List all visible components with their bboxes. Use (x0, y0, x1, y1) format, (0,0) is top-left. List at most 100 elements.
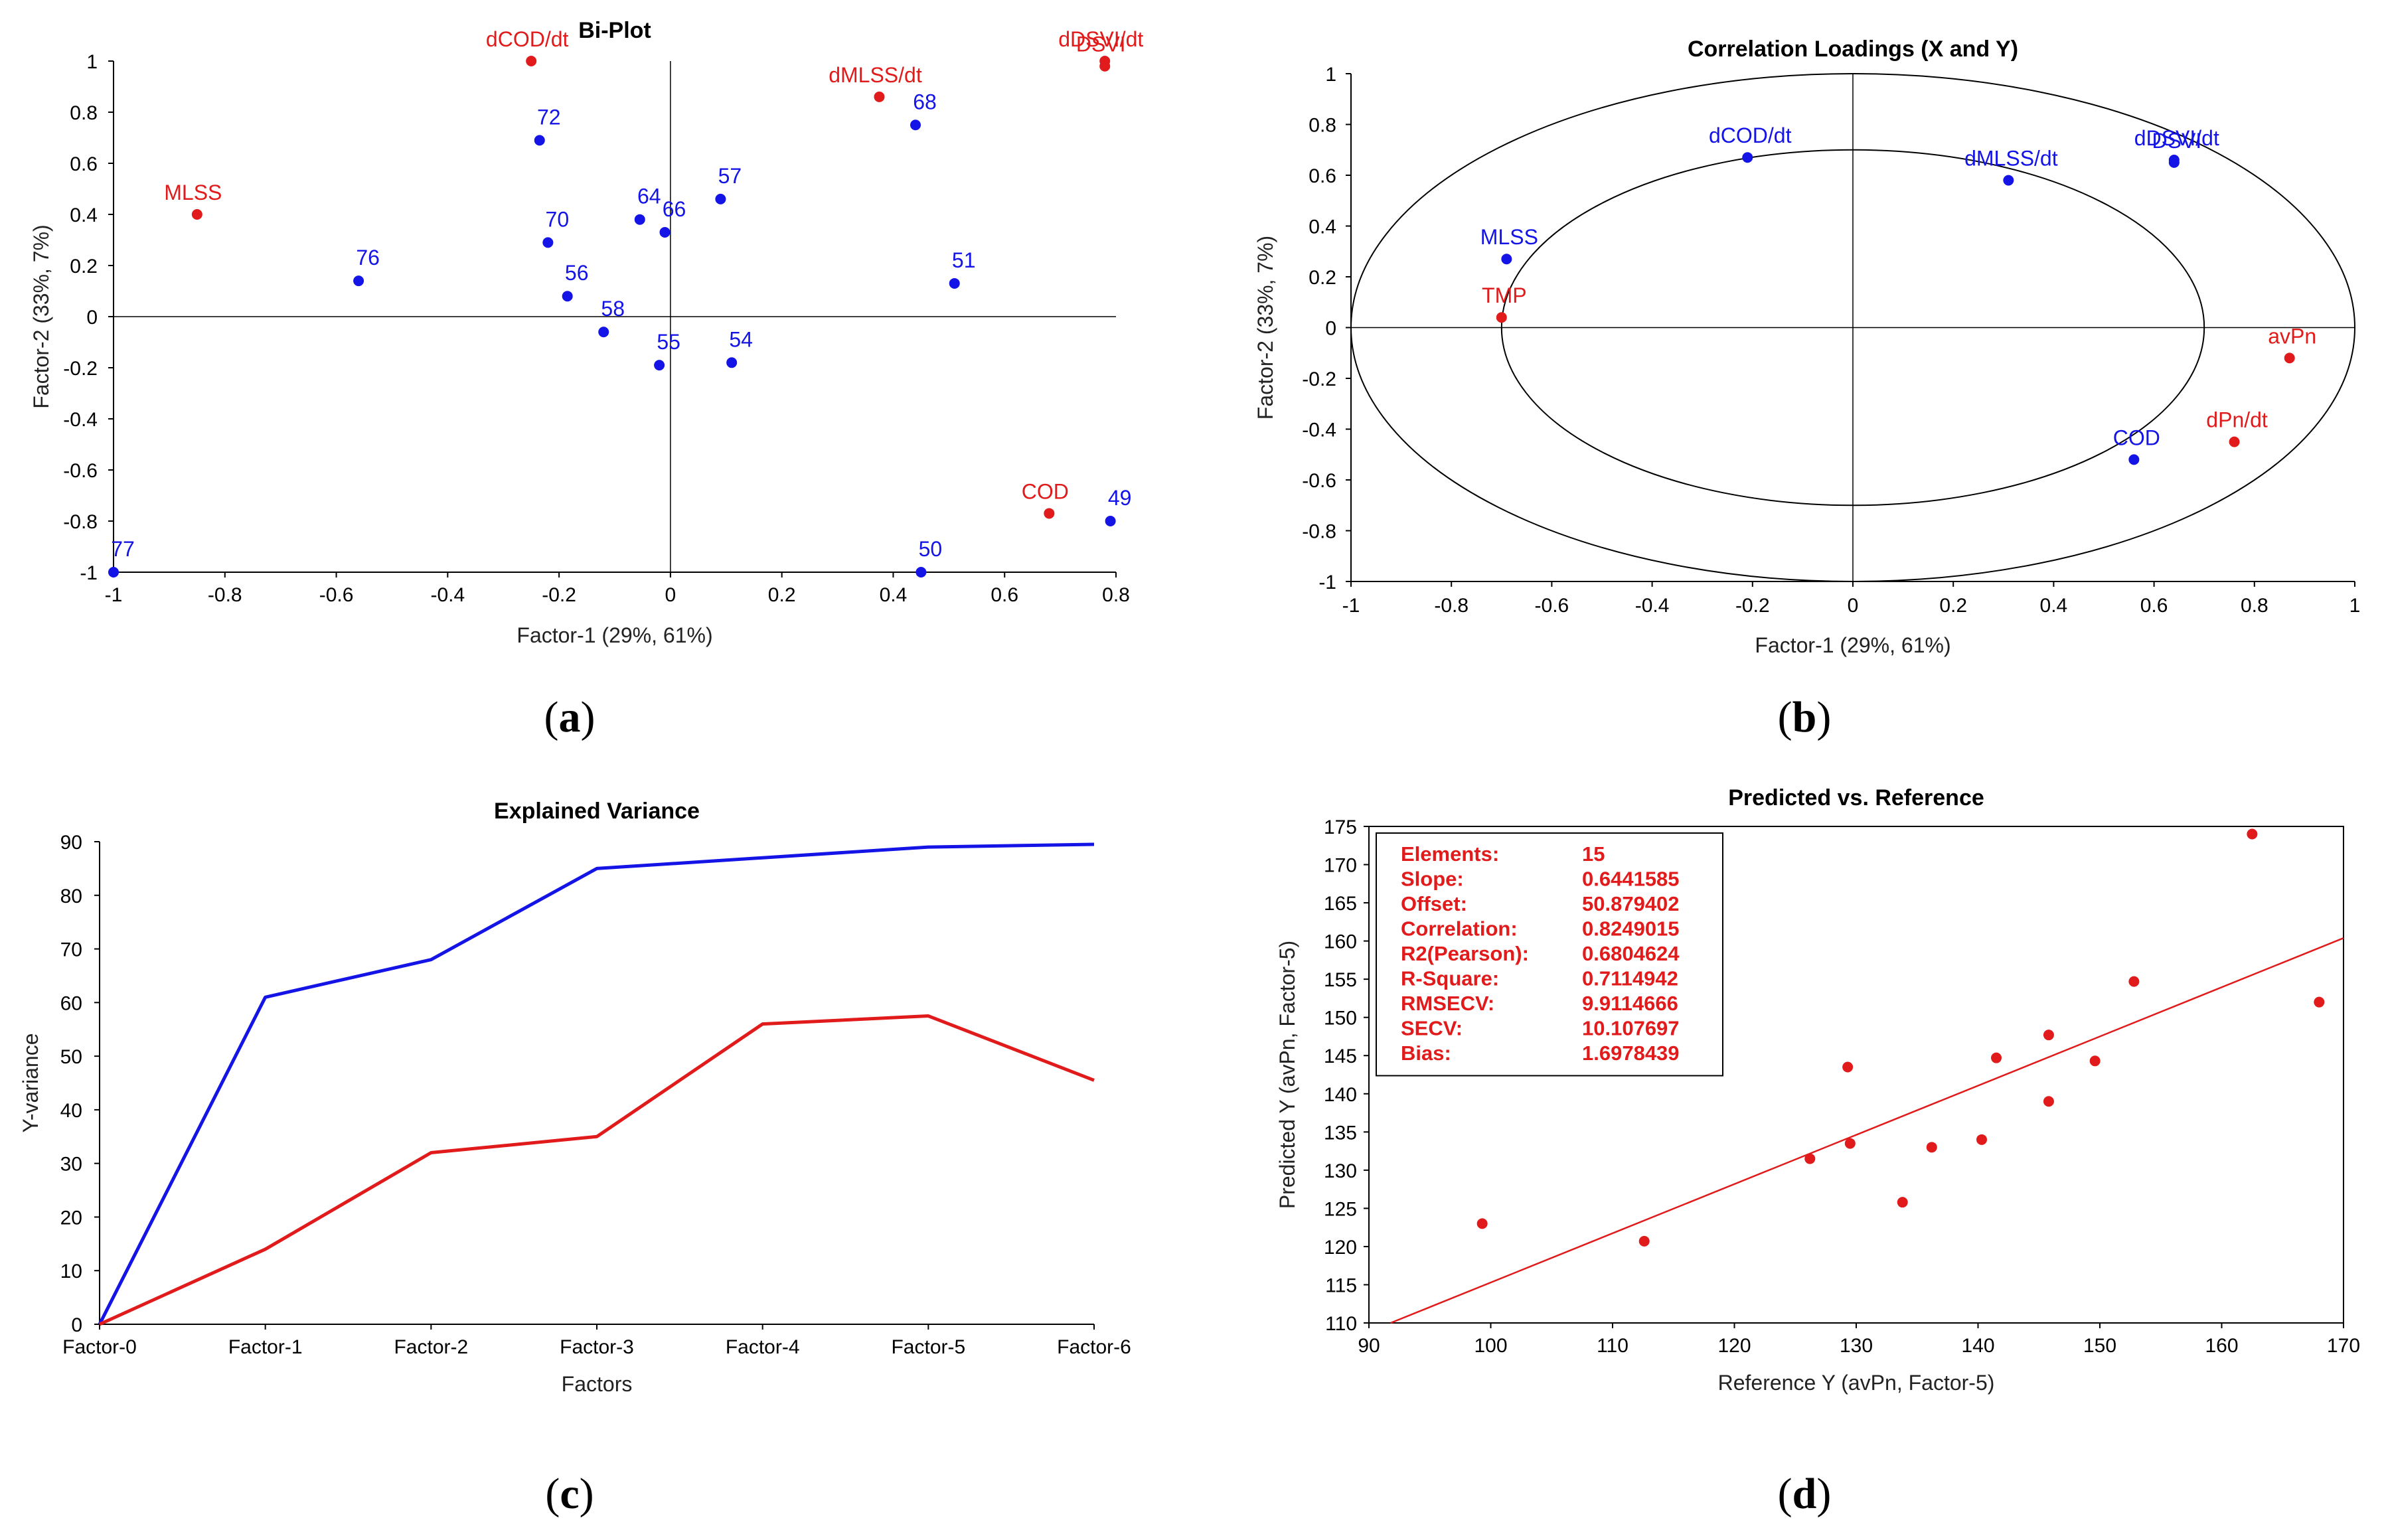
y-tick-label: 110 (1325, 1313, 1357, 1335)
x-tick-label: 0.6 (991, 584, 1018, 606)
panel-label-d: (d) (1778, 1470, 1832, 1518)
x-tick-label: 0 (665, 584, 676, 606)
y-tick-label: 145 (1324, 1045, 1357, 1067)
x-tick-label: -0.8 (208, 584, 242, 606)
data-point (1804, 1153, 1816, 1164)
data-point (2043, 1096, 2054, 1107)
data-point (1991, 1052, 2002, 1063)
y-tick-label: 175 (1324, 816, 1357, 838)
correlation-circle (1500, 149, 2205, 506)
y-axis-title: Factor-2 (33%, 7%) (1253, 236, 1277, 420)
y-tick-label: -0.4 (63, 409, 98, 431)
variable-point (191, 209, 202, 220)
variable-label: dMLSS/dt (829, 63, 922, 87)
x-tick-label: 0.2 (1939, 595, 1967, 617)
sample-label: 72 (537, 105, 561, 129)
y-variable-point (1496, 312, 1507, 323)
y-variable-label: dPn/dt (2206, 408, 2268, 432)
y-tick-label: -0.6 (1302, 470, 1336, 492)
x-tick-label: 120 (1717, 1335, 1751, 1357)
x-tick-label: Factor-6 (1057, 1336, 1131, 1358)
variable-label: COD (1022, 479, 1069, 503)
y-tick-label: -0.2 (1302, 368, 1336, 390)
data-point (1638, 1235, 1650, 1247)
stat-name: Correlation: (1401, 917, 1518, 941)
panel-label-c: (c) (545, 1470, 594, 1518)
x-variable-point (2128, 454, 2140, 465)
y-tick-label: 50 (60, 1046, 82, 1068)
sample-label: 70 (546, 207, 570, 231)
x-variable-label: COD (2113, 425, 2160, 449)
data-point (1842, 1061, 1854, 1073)
y-tick-label: -0.2 (63, 358, 98, 380)
stat-value: 15 (1582, 842, 1605, 866)
x-tick-label: 0.2 (768, 584, 796, 606)
variable-label: dCOD/dt (486, 27, 569, 51)
y-variable-point (2229, 436, 2240, 447)
variable-point (874, 91, 885, 102)
x-tick-label: -0.6 (319, 584, 354, 606)
x-tick-label: 0.8 (2241, 595, 2268, 617)
y-variable-label: TMP (1482, 283, 1527, 307)
stat-name: R-Square: (1401, 967, 1499, 990)
y-tick-label: 0.4 (70, 204, 98, 226)
sample-point (654, 360, 665, 371)
x-tick-label: 0.4 (2040, 595, 2068, 617)
x-tick-label: 130 (1840, 1335, 1873, 1357)
chart-title: Predicted vs. Reference (1728, 785, 1984, 810)
chart-title: Explained Variance (494, 799, 700, 824)
y-tick-label: 80 (60, 886, 82, 907)
y-tick-label: 1 (86, 51, 98, 73)
data-point (1976, 1134, 1988, 1145)
panel-d-predicted-vs-reference: Predicted vs. Reference 90 100 110 120 130 140… (1275, 785, 2360, 1395)
chart-title: Correlation Loadings (X and Y) (1688, 37, 2018, 62)
x-tick-label: Factor-3 (560, 1336, 634, 1358)
stat-value: 0.6441585 (1582, 868, 1680, 891)
y-tick-label: -0.8 (1302, 521, 1336, 543)
data-point (2043, 1030, 2054, 1041)
x-tick-label: Factor-5 (891, 1336, 965, 1358)
panel-label-b: (b) (1778, 693, 1832, 741)
x-variable-label: dDSVI/dt (2134, 126, 2219, 150)
sample-point (534, 135, 545, 146)
variable-point (526, 56, 537, 66)
sample-label: 54 (729, 327, 753, 351)
stat-value: 9.9114666 (1582, 992, 1678, 1015)
x-tick-label: 90 (1358, 1335, 1380, 1357)
variable-point (1099, 60, 1111, 72)
y-tick-label: 1 (1325, 64, 1336, 86)
y-variable-label: avPn (2268, 324, 2316, 348)
sample-label: 76 (356, 246, 380, 270)
y-tick-label: -1 (80, 562, 98, 584)
sample-point (634, 214, 645, 225)
sample-point (915, 567, 927, 578)
variable-label: MLSS (164, 181, 222, 204)
sample-point (353, 275, 364, 287)
x-tick-label: Factor-4 (726, 1336, 800, 1358)
y-tick-label: 115 (1325, 1274, 1357, 1296)
y-tick-label: 0.2 (70, 256, 98, 277)
sample-label: 50 (919, 537, 943, 561)
y-tick-label: 10 (60, 1261, 82, 1282)
sample-label: 57 (718, 164, 742, 188)
y-tick-label: 40 (60, 1100, 82, 1122)
y-tick-label: 60 (60, 992, 82, 1014)
x-variable-point (2003, 175, 2014, 186)
x-axis-title: Factor-1 (29%, 61%) (517, 623, 712, 647)
y-tick-label: 165 (1324, 893, 1357, 915)
data-point (1844, 1138, 1856, 1149)
variable-point (1044, 508, 1055, 519)
x-tick-label: 1 (2349, 595, 2361, 617)
sample-label: 55 (657, 330, 680, 354)
sample-label: 51 (952, 248, 976, 272)
x-tick-label: 170 (2327, 1335, 2360, 1357)
data-point (2314, 996, 2325, 1008)
sample-point (949, 277, 960, 289)
stat-value: 0.7114942 (1582, 967, 1678, 990)
y-tick-label: 155 (1324, 969, 1357, 991)
y-tick-label: 0.2 (1309, 267, 1336, 289)
sample-point (542, 237, 554, 248)
x-variable-point (1742, 152, 1753, 163)
sample-point (715, 193, 726, 204)
y-tick-label: 0 (1325, 318, 1336, 340)
